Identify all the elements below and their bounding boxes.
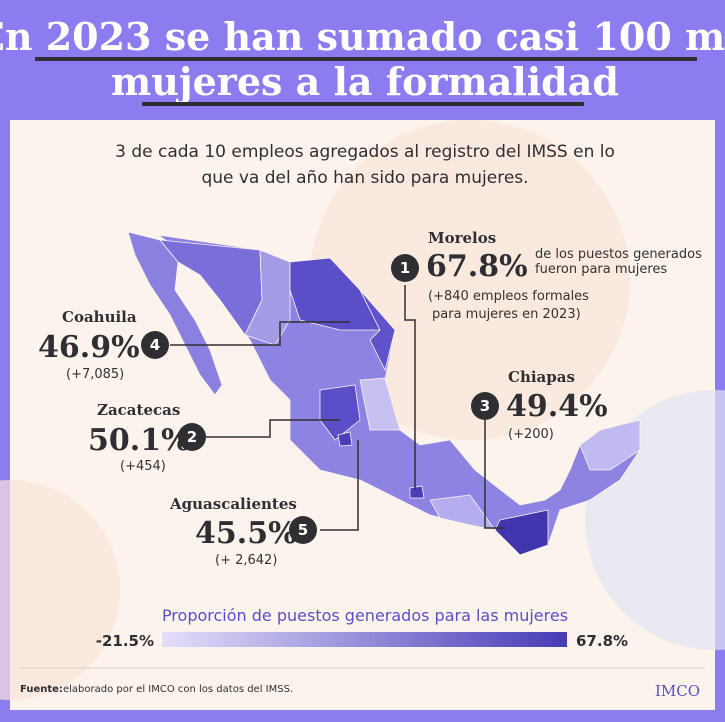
aguascalientes (337, 431, 353, 447)
state-name: Aguascalientes (169, 495, 297, 513)
connector (484, 420, 505, 529)
legend-min: -21.5% (96, 632, 154, 650)
zacatecas (319, 384, 361, 441)
source-label: Fuente: (20, 684, 63, 695)
yucatan (579, 419, 641, 471)
rank-badge (141, 331, 169, 359)
baja-california (127, 231, 223, 396)
rank: 3 (480, 397, 490, 415)
title-underline (142, 102, 584, 106)
rank: 5 (298, 521, 308, 539)
rank-badge (289, 516, 317, 544)
detail: (+7,085) (66, 367, 124, 382)
detail: (+200) (508, 427, 554, 442)
title-line: mujeres a la formalidad (111, 59, 619, 104)
rank: 4 (150, 336, 160, 354)
rank-badge (471, 392, 499, 420)
title-underline (35, 57, 697, 61)
map (127, 231, 641, 556)
rank-badge (178, 423, 206, 451)
state-name: Zacatecas (97, 401, 180, 419)
morelos (409, 485, 425, 499)
detail: (+840 empleos formales (428, 289, 589, 304)
title-line: En 2023 se han sumado casi 100 mil (0, 14, 725, 59)
nuevo-leon (359, 289, 396, 372)
rank: 1 (400, 259, 410, 277)
subtitle: que va del año han sido para mujeres. (201, 168, 528, 188)
share: 46.9% (38, 330, 140, 365)
share: 49.4% (506, 389, 608, 424)
connector (170, 321, 350, 346)
detail: (+ 2,642) (215, 553, 277, 568)
note: fueron para mujeres (535, 262, 667, 277)
source: elaborado por el IMCO con los datos del … (63, 684, 293, 695)
bg-blob (310, 120, 630, 440)
rank: 2 (187, 428, 197, 446)
detail: (+454) (120, 459, 166, 474)
connector (320, 440, 359, 531)
color-scale (162, 632, 567, 647)
legend-max: 67.8% (576, 632, 628, 650)
bg-blob (0, 480, 120, 700)
connector (205, 419, 340, 438)
share: 67.8% (426, 249, 528, 284)
state-name: Coahuila (62, 308, 137, 326)
state-name: Morelos (428, 229, 496, 247)
share: 45.5% (195, 516, 297, 551)
coahuila (289, 257, 381, 331)
state-name: Chiapas (508, 368, 575, 386)
legend-title: Proporción de puestos generados para las… (162, 606, 568, 625)
connector (404, 285, 416, 490)
subtitle: 3 de cada 10 empleos agregados al regist… (115, 142, 615, 162)
oaxaca (429, 494, 496, 531)
san-luis-potosi (359, 377, 401, 431)
note: de los puestos generados (535, 247, 702, 262)
share: 50.1% (88, 423, 190, 458)
logo: IMCO (655, 682, 700, 700)
rank-badge (391, 254, 419, 282)
detail: para mujeres en 2023) (432, 307, 581, 322)
